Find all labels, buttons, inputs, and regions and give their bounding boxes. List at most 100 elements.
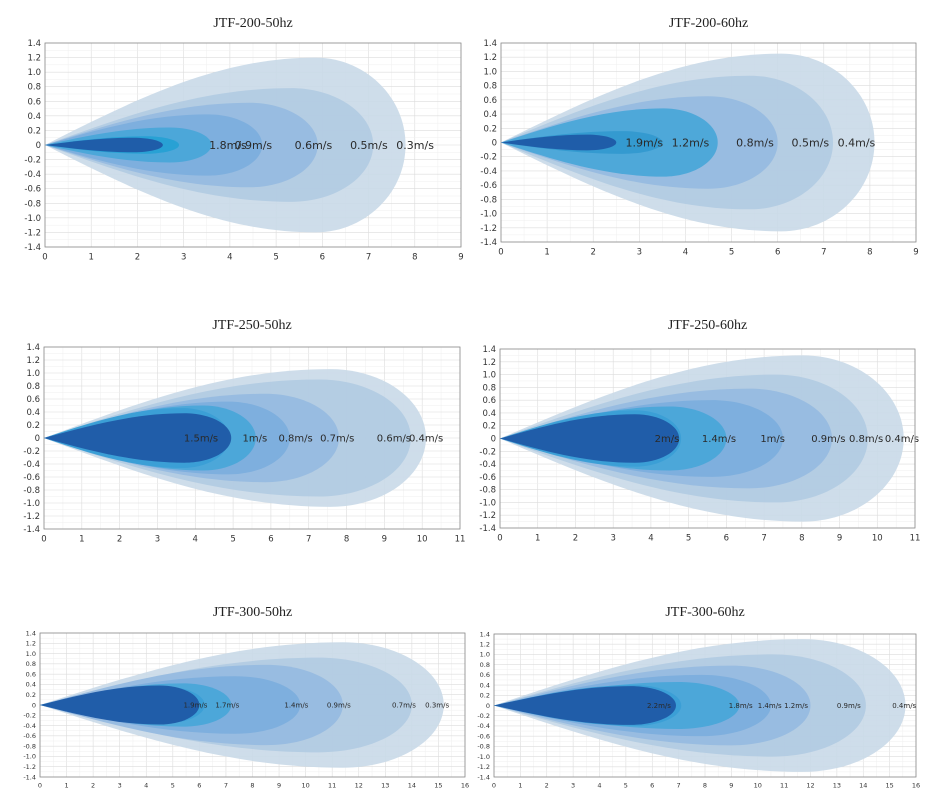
y-tick-label: -0.2 — [477, 712, 490, 720]
velocity-zone — [500, 414, 680, 463]
y-tick-label: -1.4 — [480, 238, 497, 248]
y-tick-label: 0 — [35, 434, 40, 444]
velocity-zone — [40, 685, 200, 725]
x-tick-label: 1 — [535, 534, 540, 544]
y-tick-label: -0.6 — [23, 732, 36, 740]
x-tick-label: 11 — [780, 782, 788, 790]
x-tick-label: 12 — [355, 782, 363, 790]
y-tick-label: 1.4 — [482, 345, 496, 355]
velocity-zone — [494, 686, 676, 725]
x-tick-label: 3 — [571, 782, 575, 790]
y-tick-label: -1.0 — [477, 753, 490, 761]
y-tick-label: 0.8 — [26, 660, 36, 668]
y-tick-label: 0.8 — [26, 382, 40, 392]
y-tick-label: 0.8 — [482, 383, 496, 393]
x-tick-label: 4 — [227, 253, 232, 263]
x-tick-label: 14 — [859, 782, 867, 790]
y-tick-label: 0 — [486, 702, 490, 710]
y-tick-label: 0.2 — [482, 422, 496, 432]
velocity-label: 0.3m/s — [396, 139, 434, 152]
chart-title: JTF-200-50hz — [213, 16, 293, 31]
y-tick-label: -0.4 — [23, 722, 36, 730]
x-tick-label: 8 — [344, 535, 349, 545]
chart-title: JTF-250-50hz — [212, 318, 292, 333]
y-tick-label: 0.2 — [480, 692, 490, 700]
y-tick-label: -0.6 — [479, 473, 496, 483]
plot-frame — [499, 348, 916, 529]
velocity-label: 1.9m/s — [626, 136, 664, 149]
x-tick-label: 0 — [42, 253, 47, 263]
y-tick-label: -0.2 — [479, 447, 496, 457]
x-tick-label: 2 — [573, 534, 578, 544]
x-tick-label: 2 — [117, 535, 122, 545]
y-tick-label: 1.2 — [483, 53, 497, 63]
y-tick-label: 1.0 — [26, 650, 36, 658]
x-tick-label: 4 — [648, 534, 653, 544]
x-tick-label: 3 — [610, 534, 615, 544]
velocity-label: 0.9m/s — [837, 702, 861, 710]
x-tick-label: 3 — [118, 782, 122, 790]
chart-title: JTF-200-60hz — [668, 16, 749, 31]
velocity-label: 0.9m/s — [327, 702, 351, 710]
y-tick-label: 0 — [32, 701, 36, 709]
x-tick-label: 0 — [41, 535, 46, 545]
x-tick-label: 1 — [79, 535, 84, 545]
y-tick-label: -1.2 — [23, 512, 40, 522]
y-tick-label: 0 — [492, 138, 497, 148]
velocity-label: 0.8m/s — [736, 136, 774, 149]
x-tick-label: 10 — [301, 782, 309, 790]
y-tick-label: 0.6 — [482, 396, 496, 406]
x-tick-label: 8 — [867, 248, 872, 258]
velocity-zone — [45, 137, 163, 153]
x-tick-label: 1 — [518, 782, 522, 790]
y-tick-label: 1.2 — [480, 640, 490, 648]
velocity-label: 2.2m/s — [647, 702, 671, 710]
x-tick-label: 1 — [64, 782, 68, 790]
y-tick-label: 1.4 — [26, 343, 40, 353]
x-tick-label: 0 — [38, 782, 42, 790]
y-tick-label: 1.4 — [483, 39, 497, 49]
x-tick-label: 5 — [624, 782, 628, 790]
velocity-label: 0.8m/s — [849, 434, 883, 445]
x-tick-label: 15 — [434, 782, 442, 790]
x-tick-label: 6 — [320, 253, 325, 263]
x-tick-label: 1 — [544, 248, 549, 258]
x-tick-label: 5 — [230, 535, 235, 545]
y-tick-label: -0.8 — [24, 199, 41, 209]
y-tick-label: -1.0 — [23, 753, 36, 761]
x-tick-label: 9 — [382, 535, 387, 545]
y-tick-label: 0.4 — [480, 681, 490, 689]
y-tick-label: -1.4 — [23, 773, 36, 781]
y-tick-label: -0.4 — [477, 722, 490, 730]
plot-frame — [493, 633, 917, 778]
velocity-label: 0.5m/s — [792, 136, 830, 149]
x-tick-label: 10 — [754, 782, 762, 790]
velocity-label: 0.3m/s — [425, 702, 449, 710]
y-tick-label: 0.4 — [483, 110, 497, 120]
x-tick-label: 7 — [761, 534, 766, 544]
y-tick-label: -1.4 — [23, 525, 40, 535]
y-tick-label: -0.8 — [23, 486, 40, 496]
y-tick-label: 1.4 — [27, 39, 41, 49]
velocity-label: 1.4m/s — [702, 434, 736, 445]
y-tick-label: 0 — [36, 141, 41, 151]
x-tick-label: 9 — [913, 248, 918, 258]
y-tick-label: 0.8 — [480, 661, 490, 669]
x-tick-label: 5 — [729, 248, 734, 258]
velocity-zones — [40, 642, 444, 768]
x-tick-label: 2 — [591, 248, 596, 258]
velocity-zones — [45, 57, 406, 233]
x-tick-label: 8 — [799, 534, 804, 544]
y-tick-label: 1.0 — [26, 369, 40, 379]
velocity-label: 1.4m/s — [284, 702, 308, 710]
x-tick-label: 9 — [277, 782, 281, 790]
x-tick-label: 2 — [135, 253, 140, 263]
y-tick-label: -0.6 — [24, 185, 41, 195]
y-tick-label: 0.6 — [27, 97, 41, 107]
x-tick-label: 9 — [458, 253, 463, 263]
velocity-label: 1.2m/s — [784, 702, 808, 710]
x-tick-label: 0 — [497, 534, 502, 544]
